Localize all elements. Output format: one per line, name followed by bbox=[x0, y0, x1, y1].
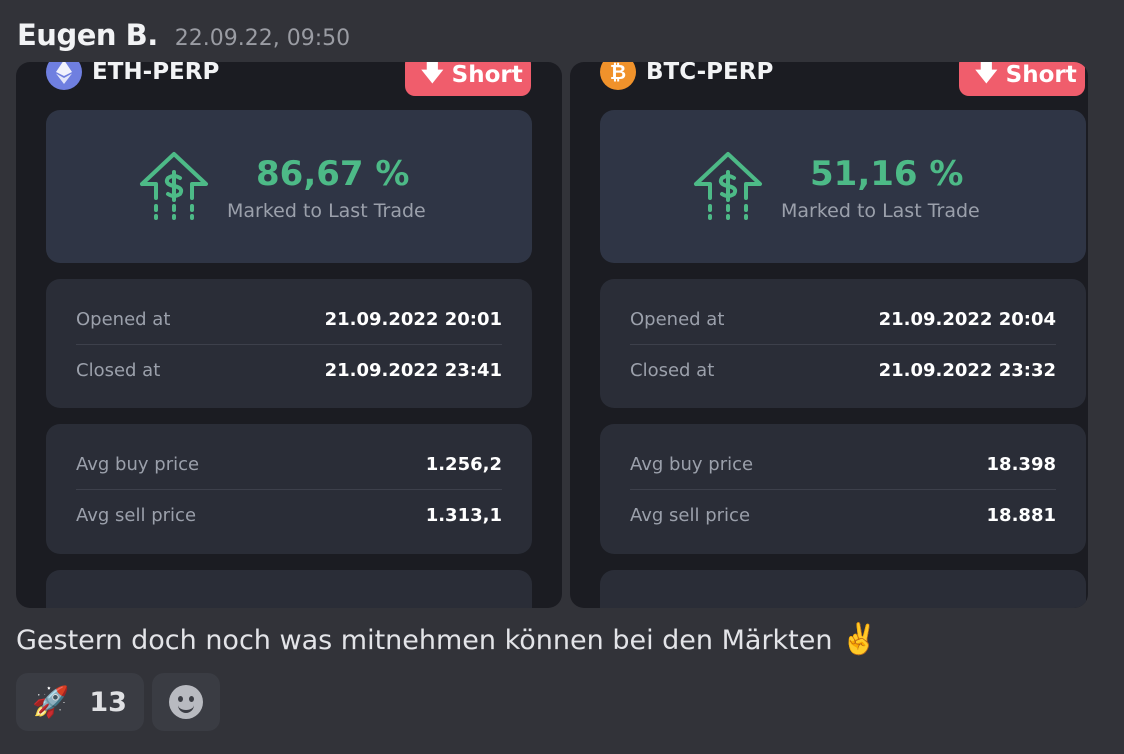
avg-sell-label: Avg sell price bbox=[76, 504, 197, 526]
victory-hand-icon: ✌️ bbox=[840, 622, 878, 657]
side-label: Short bbox=[1005, 62, 1077, 88]
pnl-box: 51,16 % Marked to Last Trade bbox=[600, 110, 1086, 263]
avg-sell-label: Avg sell price bbox=[630, 504, 751, 526]
pair-header: ₿ BTC-PERP bbox=[600, 62, 773, 90]
ethereum-icon bbox=[46, 62, 82, 90]
pnl-percentage: 86,67 % bbox=[256, 154, 410, 194]
closed-value: 21.09.2022 23:41 bbox=[324, 359, 502, 381]
opened-label: Opened at bbox=[630, 308, 725, 330]
pnl-label: Marked to Last Trade bbox=[781, 200, 980, 222]
reaction-count: 13 bbox=[89, 686, 127, 718]
avg-buy-row: Avg buy price 1.256,2 bbox=[76, 439, 502, 490]
avg-sell-value: 1.313,1 bbox=[425, 504, 502, 526]
avg-buy-label: Avg buy price bbox=[630, 453, 754, 475]
times-box: Opened at 21.09.2022 20:04 Closed at 21.… bbox=[600, 279, 1086, 408]
message-header: Eugen B. 22.09.22, 09:50 bbox=[17, 18, 350, 60]
opened-row: Opened at 21.09.2022 20:04 bbox=[630, 294, 1056, 345]
times-box: Opened at 21.09.2022 20:01 Closed at 21.… bbox=[46, 279, 532, 408]
leverage-box bbox=[46, 570, 532, 608]
pair-header: ETH-PERP bbox=[46, 62, 219, 90]
opened-value: 21.09.2022 20:01 bbox=[324, 308, 502, 330]
arrow-down-icon: 🡇 bbox=[975, 62, 998, 86]
opened-label: Opened at bbox=[76, 308, 171, 330]
closed-label: Closed at bbox=[630, 359, 715, 381]
author-name[interactable]: Eugen B. bbox=[17, 18, 158, 52]
dollar-arrow-up-icon bbox=[690, 148, 766, 228]
price-box: Avg buy price 18.398 Avg sell price 18.8… bbox=[600, 424, 1086, 554]
avg-buy-row: Avg buy price 18.398 bbox=[630, 439, 1056, 490]
pnl-label: Marked to Last Trade bbox=[227, 200, 426, 222]
bitcoin-icon: ₿ bbox=[600, 62, 636, 90]
message-body: Gestern doch noch was mitnehmen können b… bbox=[16, 625, 833, 656]
smiley-icon bbox=[169, 685, 203, 719]
reaction-rocket[interactable]: 🚀 13 bbox=[16, 673, 144, 731]
side-label: Short bbox=[451, 62, 523, 88]
opened-value: 21.09.2022 20:04 bbox=[878, 308, 1056, 330]
pair-name: ETH-PERP bbox=[92, 62, 220, 85]
leverage-box bbox=[600, 570, 1086, 608]
avg-sell-row: Avg sell price 1.313,1 bbox=[76, 490, 502, 540]
pnl-percentage: 51,16 % bbox=[810, 154, 964, 194]
short-badge: 🡇 Short bbox=[405, 62, 531, 96]
avg-sell-row: Avg sell price 18.881 bbox=[630, 490, 1056, 540]
add-reaction-button[interactable] bbox=[152, 673, 220, 731]
dollar-arrow-up-icon bbox=[136, 148, 212, 228]
trade-card-btc[interactable]: ₿ BTC-PERP 🡇 Short 51,16 % Marked to Las… bbox=[570, 62, 1088, 608]
short-badge: 🡇 Short bbox=[959, 62, 1085, 96]
avg-buy-label: Avg buy price bbox=[76, 453, 200, 475]
pair-name: BTC-PERP bbox=[646, 62, 774, 85]
message-timestamp: 22.09.22, 09:50 bbox=[174, 26, 351, 51]
opened-row: Opened at 21.09.2022 20:01 bbox=[76, 294, 502, 345]
closed-row: Closed at 21.09.2022 23:41 bbox=[76, 345, 502, 395]
closed-label: Closed at bbox=[76, 359, 161, 381]
avg-buy-value: 1.256,2 bbox=[425, 453, 502, 475]
closed-row: Closed at 21.09.2022 23:32 bbox=[630, 345, 1056, 395]
avg-sell-value: 18.881 bbox=[986, 504, 1056, 526]
pnl-box: 86,67 % Marked to Last Trade bbox=[46, 110, 532, 263]
arrow-down-icon: 🡇 bbox=[421, 62, 444, 86]
message-text: Gestern doch noch was mitnehmen können b… bbox=[16, 622, 878, 657]
avg-buy-value: 18.398 bbox=[986, 453, 1056, 475]
price-box: Avg buy price 1.256,2 Avg sell price 1.3… bbox=[46, 424, 532, 554]
closed-value: 21.09.2022 23:32 bbox=[878, 359, 1056, 381]
rocket-icon: 🚀 bbox=[32, 684, 70, 720]
trade-card-eth[interactable]: ETH-PERP 🡇 Short 86,67 % Marked to Last … bbox=[16, 62, 562, 608]
